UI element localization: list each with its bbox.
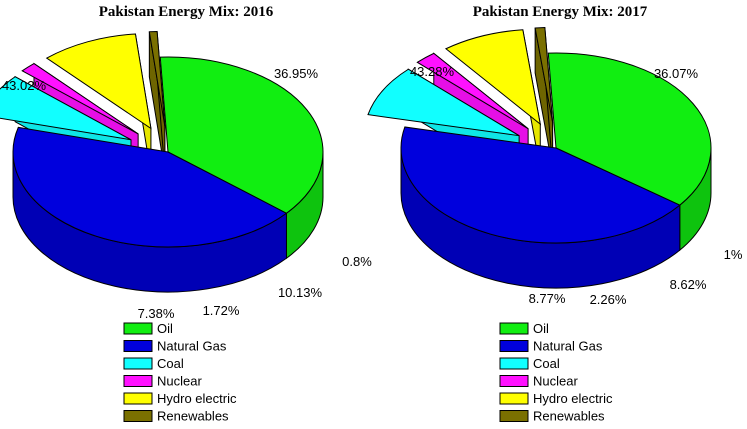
legend-item-hydro-electric-2016: Hydro electric: [123, 391, 237, 406]
legend-item-coal-2016: Coal: [123, 356, 184, 371]
pie-slice-renewables-2017: [534, 26, 554, 168]
legend-label-nuclear-2017: Nuclear: [533, 374, 578, 389]
legend-label-natural-gas-2016: Natural Gas: [157, 339, 227, 354]
legend-item-nuclear-2017: Nuclear: [499, 374, 578, 389]
chart-title-2016: Pakistan Energy Mix: 2016: [99, 4, 274, 20]
legend-2016: Oil Natural Gas Coal Nuclear Hydro electric R…: [123, 321, 237, 424]
pct-label-coal-2016: 7.38%: [138, 306, 175, 321]
pie-chart-2016: Pakistan Energy Mix: 2016 36.95% 43.02% 7.…: [0, 4, 372, 424]
pct-label-nuclear-2017: 2.26%: [590, 292, 627, 307]
legend-swatch-natural-gas-2017: [499, 340, 529, 352]
pie-labels-2016: 36.95% 43.02% 7.38% 1.72% 10.13% 0.8%: [2, 66, 372, 321]
legend-label-renewables-2017: Renewables: [533, 409, 605, 424]
legend-swatch-nuclear-2016: [123, 375, 153, 387]
legend-item-renewables-2016: Renewables: [123, 409, 229, 424]
pct-label-nuclear-2016: 1.72%: [203, 303, 240, 318]
legend-swatch-natural-gas-2016: [123, 340, 153, 352]
legend-item-natural-gas-2016: Natural Gas: [123, 339, 227, 354]
legend-label-hydro-electric-2016: Hydro electric: [157, 391, 237, 406]
legend-2017: Oil Natural Gas Coal Nuclear Hydro electric R…: [499, 321, 613, 424]
pie-slice-natural-gas-2016: [12, 126, 288, 293]
legend-label-coal-2017: Coal: [533, 356, 560, 371]
pct-label-oil-2016: 36.95%: [274, 66, 319, 81]
pie-labels-2017: 36.07% 43.28% 8.77% 2.26% 8.62% 1%: [410, 64, 743, 307]
chart-title-2017: Pakistan Energy Mix: 2017: [473, 4, 648, 20]
pct-label-coal-2017: 8.77%: [529, 291, 566, 306]
legend-swatch-hydro-electric-2017: [499, 392, 529, 405]
legend-swatch-oil-2017: [499, 322, 529, 335]
pie-slice-oil-2016: [159, 56, 324, 260]
legend-label-oil-2016: Oil: [157, 321, 173, 336]
legend-item-hydro-electric-2017: Hydro electric: [499, 391, 613, 406]
legend-label-hydro-electric-2017: Hydro electric: [533, 391, 613, 406]
legend-swatch-renewables-2016: [123, 410, 153, 422]
pie-slice-hydro-electric-2016: [45, 33, 152, 174]
pct-label-hydro-electric-2016: 10.13%: [278, 285, 323, 300]
legend-label-natural-gas-2017: Natural Gas: [533, 339, 603, 354]
legend-item-renewables-2017: Renewables: [499, 409, 605, 424]
legend-swatch-coal-2017: [499, 357, 529, 370]
legend-label-nuclear-2016: Nuclear: [157, 374, 202, 389]
legend-swatch-nuclear-2017: [499, 375, 529, 387]
legend-item-natural-gas-2017: Natural Gas: [499, 339, 603, 354]
pct-label-renewables-2016: 0.8%: [342, 254, 372, 269]
legend-item-oil-2017: Oil: [499, 321, 549, 336]
legend-item-coal-2017: Coal: [499, 356, 560, 371]
legend-swatch-coal-2016: [123, 357, 153, 370]
legend-item-oil-2016: Oil: [123, 321, 173, 336]
legend-swatch-renewables-2017: [499, 410, 529, 422]
pie-chart-2017: Pakistan Energy Mix: 2017 36.07% 43.28% 8.…: [367, 4, 743, 424]
pct-label-renewables-2017: 1%: [724, 247, 743, 262]
legend-label-coal-2016: Coal: [157, 356, 184, 371]
pie-slices-2016: [0, 30, 324, 293]
legend-label-renewables-2016: Renewables: [157, 409, 229, 424]
pct-label-natural-gas-2017: 43.28%: [410, 64, 455, 79]
legend-swatch-oil-2016: [123, 322, 153, 335]
pct-label-natural-gas-2016: 43.02%: [2, 78, 47, 93]
legend-label-oil-2017: Oil: [533, 321, 549, 336]
pct-label-oil-2017: 36.07%: [654, 66, 699, 81]
pie-slice-renewables-2016: [148, 30, 166, 172]
pie-slice-hydro-electric-2017: [444, 29, 542, 170]
pct-label-hydro-electric-2017: 8.62%: [670, 277, 707, 292]
pie-slices-2017: [367, 26, 712, 289]
legend-item-nuclear-2016: Nuclear: [123, 374, 202, 389]
legend-swatch-hydro-electric-2016: [123, 392, 153, 405]
pie-slice-natural-gas-2017: [400, 126, 681, 289]
